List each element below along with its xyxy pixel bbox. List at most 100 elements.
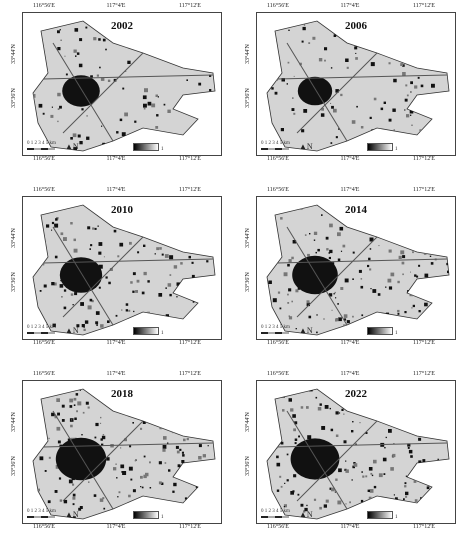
longitude-label: 116°56'E [267,3,289,9]
year-label: 2014 [345,204,367,216]
road-line [296,420,378,502]
year-label: 2010 [111,204,133,216]
north-arrow-icon: ▲N [65,510,79,519]
longitude-label: 116°56'E [33,187,55,193]
longitude-label: 116°56'E [267,371,289,377]
longitude-label: 116°56'E [267,156,289,162]
longitude-label: 117°12'E [413,371,435,377]
road-line [286,42,348,142]
road-line [276,74,448,80]
longitude-label: 117°12'E [179,371,201,377]
map-frame: 2014 0 1 2 3 4 5 km ▲N 1 [256,196,456,340]
road-line [42,74,214,80]
scale-bar [261,516,289,518]
land-cover-map [32,20,216,152]
map-panel-2002: 116°56'E 116°56'E 117°4'E 117°4'E 117°12'E 11… [11,0,234,166]
latitude-label: 33°44'N [245,228,251,248]
longitude-label: 117°4'E [106,340,126,346]
urban-core [59,257,103,293]
legend-marker: 1 [161,331,164,336]
scale-label: 0 1 2 3 4 5 km [27,141,56,146]
longitude-label: 117°4'E [340,3,360,9]
longitude-label: 116°56'E [267,524,289,530]
road-line [52,410,114,510]
road-line [276,442,448,448]
legend-marker: 1 [395,147,398,152]
longitude-label: 117°4'E [106,187,126,193]
longitude-label: 116°56'E [33,524,55,530]
longitude-label: 117°12'E [179,187,201,193]
legend-marker: 1 [161,515,164,520]
legend-ramp [367,143,393,151]
longitude-label: 116°56'E [267,340,289,346]
land-cover-map [266,20,450,152]
map-frame: 2002 0 1 2 3 4 5 km ▲N 1 [22,12,222,156]
longitude-label: 117°4'E [106,371,126,377]
scale-label: 0 1 2 3 4 5 km [261,141,290,146]
latitude-label: 33°44'N [11,44,17,64]
longitude-label: 116°56'E [33,3,55,9]
latitude-label: 33°36'N [245,272,251,292]
latitude-label: 33°36'N [245,456,251,476]
land-cover-map [32,204,216,336]
latitude-label: 33°36'N [245,88,251,108]
scale-bar [27,332,55,334]
longitude-label: 117°12'E [413,340,435,346]
scale-label: 0 1 2 3 4 5 km [261,509,290,514]
legend-ramp [367,511,393,519]
map-panel-2010: 116°56'E 116°56'E 117°4'E 117°4'E 117°12'E 11… [11,184,234,350]
latitude-label: 33°36'N [11,272,17,292]
longitude-label: 117°4'E [340,187,360,193]
legend-ramp [133,327,159,335]
year-label: 2018 [111,388,133,400]
road-line [62,236,144,318]
scale-bar [27,148,55,150]
north-arrow-icon: ▲N [299,510,313,519]
scale-bar [261,332,289,334]
legend-ramp [133,143,159,151]
map-panel-2006: 116°56'E 116°56'E 117°4'E 117°4'E 117°12'E 11… [245,0,468,166]
road-line [42,258,214,264]
longitude-label: 117°12'E [413,524,435,530]
scale-bar [27,516,55,518]
map-panel-2014: 116°56'E 116°56'E 117°4'E 117°4'E 117°12'E 11… [245,184,468,350]
legend-ramp [367,327,393,335]
longitude-label: 117°12'E [179,156,201,162]
scale-label: 0 1 2 3 4 5 km [261,325,290,330]
longitude-label: 117°4'E [340,156,360,162]
urban-core [297,76,333,106]
latitude-label: 33°36'N [11,88,17,108]
scale-label: 0 1 2 3 4 5 km [27,509,56,514]
road-line [276,258,448,264]
latitude-label: 33°44'N [11,228,17,248]
longitude-label: 117°12'E [179,3,201,9]
latitude-label: 33°44'N [11,412,17,432]
urban-core [290,438,340,480]
year-label: 2006 [345,20,367,32]
longitude-label: 117°4'E [340,340,360,346]
legend-marker: 1 [161,147,164,152]
map-frame: 2022 0 1 2 3 4 5 km ▲N 1 [256,380,456,524]
latitude-label: 33°44'N [245,44,251,64]
longitude-label: 117°12'E [179,524,201,530]
longitude-label: 117°12'E [413,3,435,9]
north-arrow-icon: ▲N [65,142,79,151]
longitude-label: 117°12'E [413,156,435,162]
urban-core [292,255,338,295]
north-arrow-icon: ▲N [65,326,79,335]
urban-core [55,437,107,481]
legend-ramp [133,511,159,519]
scale-bar [261,148,289,150]
longitude-label: 116°56'E [33,340,55,346]
map-panel-2018: 116°56'E 116°56'E 117°4'E 117°4'E 117°12'E 11… [11,368,234,534]
longitude-label: 117°4'E [106,3,126,9]
longitude-label: 116°56'E [33,156,55,162]
year-label: 2022 [345,388,367,400]
road-line [286,410,348,510]
land-cover-map [266,388,450,520]
longitude-label: 117°4'E [106,524,126,530]
north-arrow-icon: ▲N [299,142,313,151]
road-line [52,226,114,326]
road-line [52,42,114,142]
road-line [62,52,144,134]
